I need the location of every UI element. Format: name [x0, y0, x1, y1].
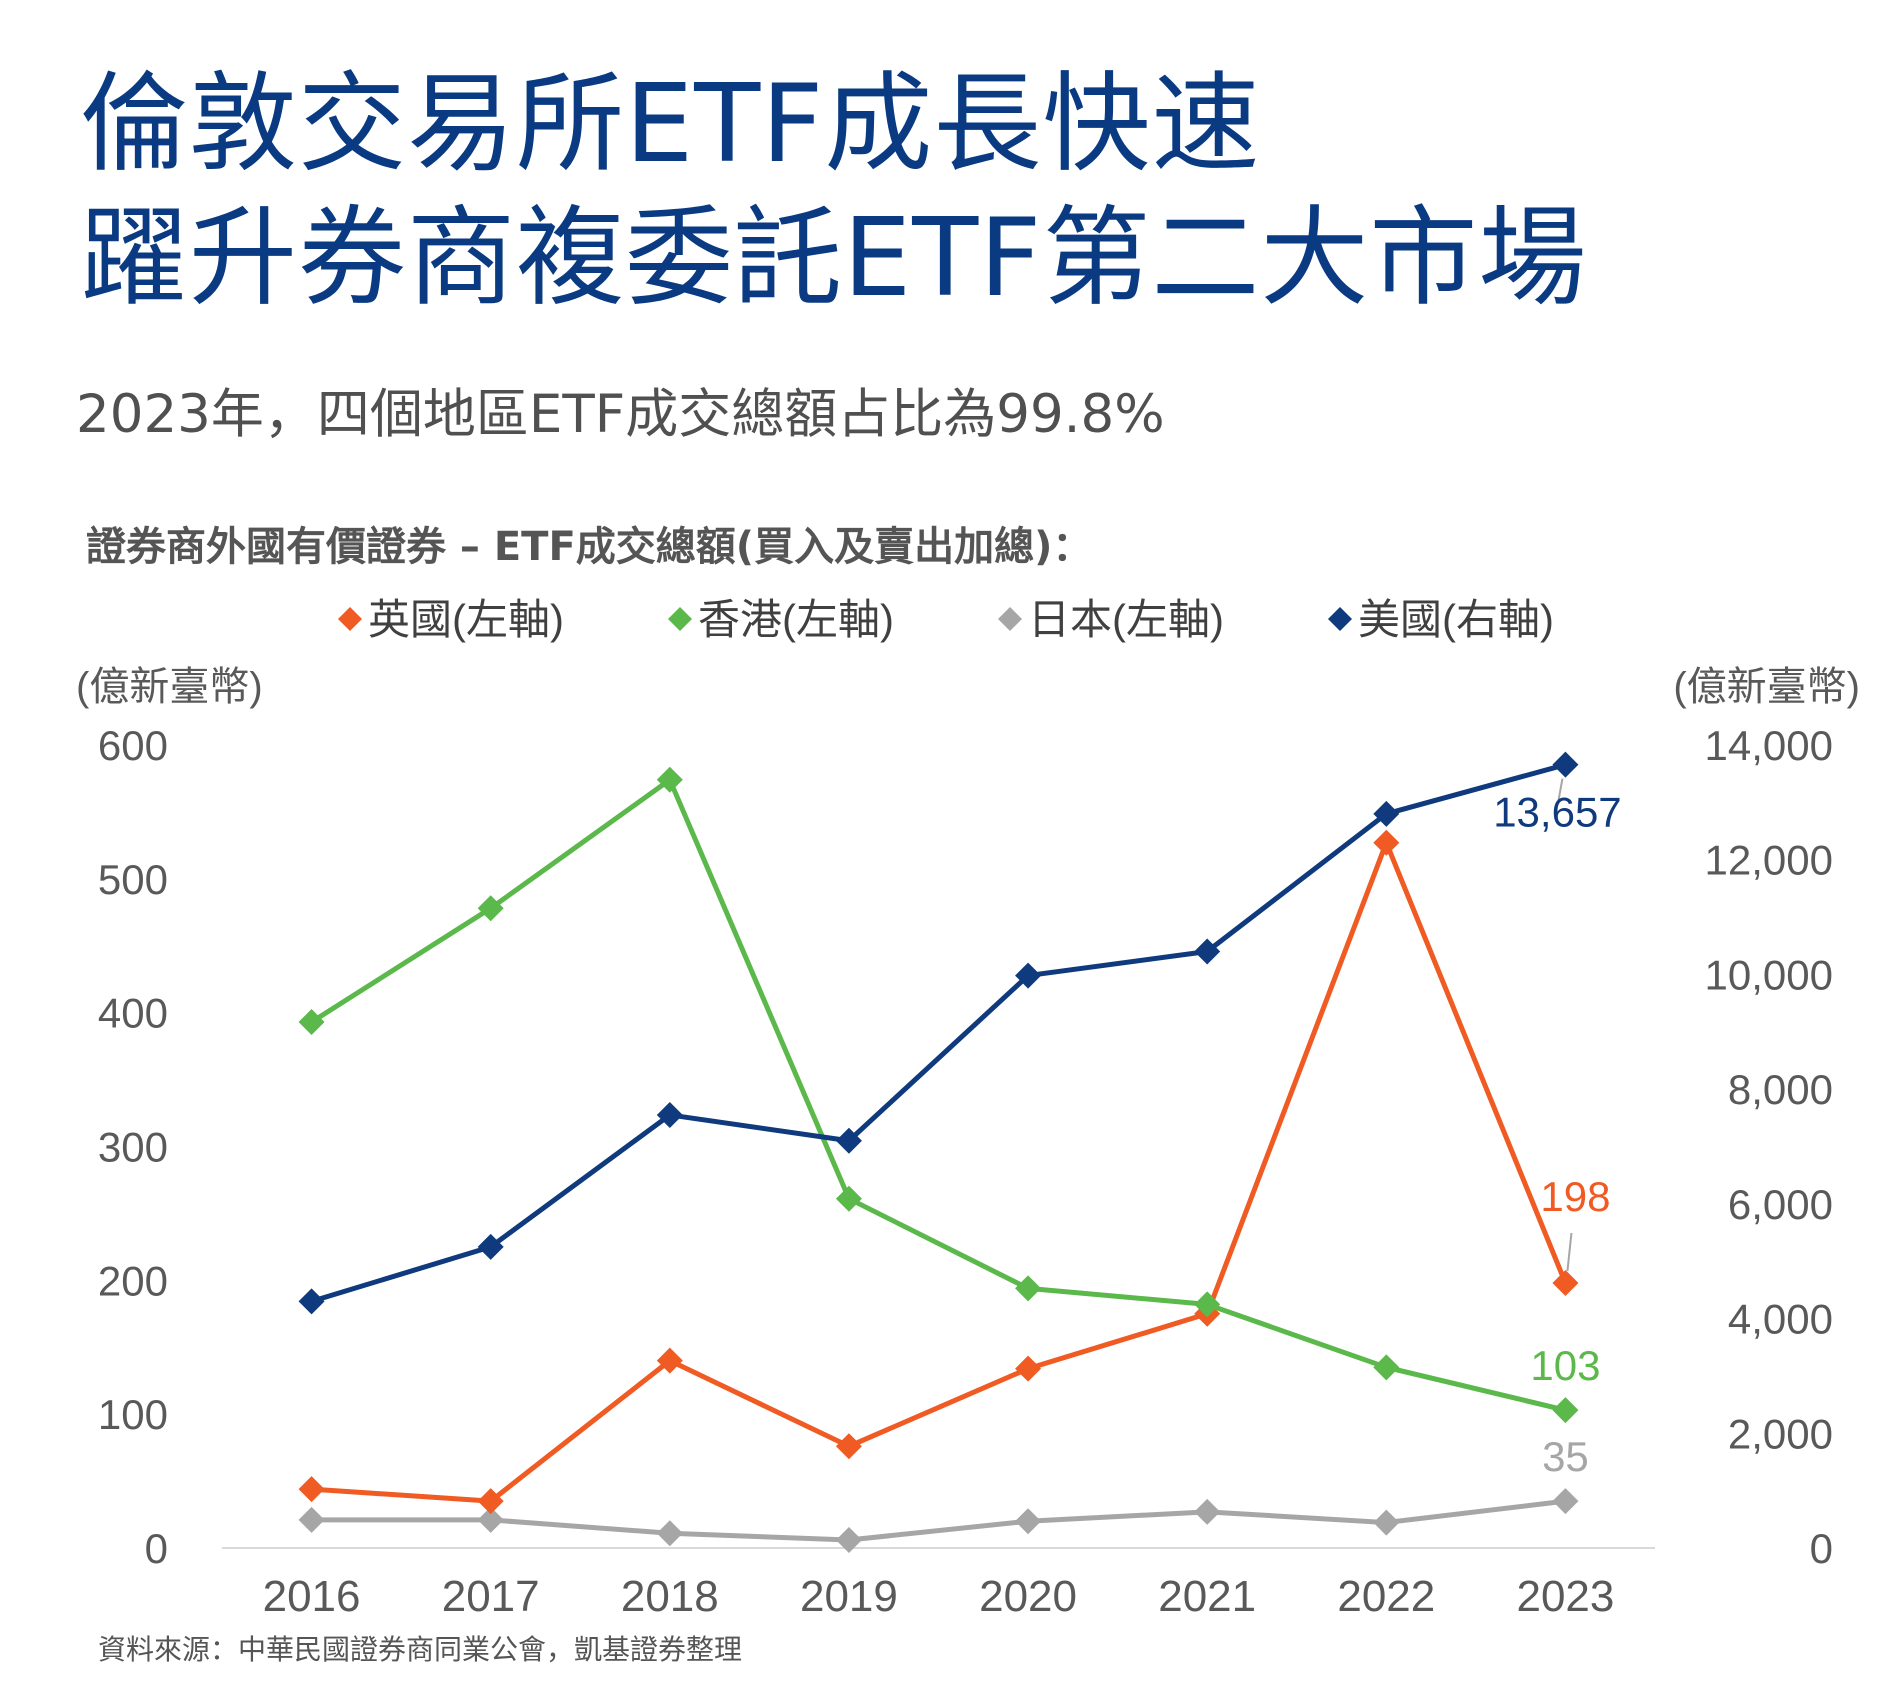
data-point-us: [835, 1127, 862, 1154]
x-tick-label: 2020: [979, 1572, 1077, 1621]
x-tick-label: 2018: [621, 1572, 719, 1621]
data-point-uk: [298, 1476, 325, 1503]
legend-marker-hk: [668, 607, 692, 631]
y-right-tick-label: 14,000: [1705, 722, 1833, 769]
y-left-tick-label: 200: [98, 1257, 168, 1304]
y-right-tick-label: 10,000: [1705, 951, 1833, 998]
x-tick-label: 2023: [1516, 1572, 1614, 1621]
y-left-tick-label: 600: [98, 722, 168, 769]
data-point-jp: [1194, 1498, 1221, 1525]
data-label-us: 13,657: [1493, 789, 1621, 836]
data-point-uk: [1015, 1355, 1042, 1382]
data-point-jp: [1373, 1509, 1400, 1536]
x-tick-label: 2019: [800, 1572, 898, 1621]
data-point-us: [656, 1101, 683, 1128]
label-leader-uk: [1566, 1232, 1573, 1272]
legend-marker-uk: [338, 607, 362, 631]
data-point-uk: [835, 1433, 862, 1460]
data-point-hk: [1194, 1291, 1221, 1318]
data-point-us: [1194, 938, 1221, 965]
legend-label-jp: 日本(左軸): [1028, 596, 1224, 643]
x-tick-label: 2017: [442, 1572, 540, 1621]
x-tick-label: 2022: [1337, 1572, 1435, 1621]
title-line-1: 倫敦交易所ETF成長快速: [80, 62, 1261, 187]
data-label-uk: 198: [1540, 1173, 1610, 1220]
source-note: 資料來源：中華民國證券商同業公會，凱基證券整理: [98, 1633, 743, 1666]
y-left-tick-label: 400: [98, 990, 168, 1037]
title-line-2: 躍升券商複委託ETF第二大市場: [80, 196, 1588, 321]
data-point-jp: [656, 1520, 683, 1547]
label-leader-us: [1557, 778, 1564, 801]
y-left-tick-label: 300: [98, 1124, 168, 1171]
data-point-hk: [298, 1009, 325, 1036]
data-point-jp: [298, 1506, 325, 1533]
series-line-uk: [311, 840, 1568, 1504]
data-point-hk: [835, 1185, 862, 1212]
data-point-hk: [1015, 1275, 1042, 1302]
y-right-tick-label: 6,000: [1728, 1181, 1833, 1228]
data-point-us: [298, 1288, 325, 1315]
legend-marker-jp: [998, 607, 1022, 631]
subtitle: 2023年，四個地區ETF成交總額占比為99.8%: [76, 384, 1165, 445]
data-point-jp: [835, 1526, 862, 1553]
series-line-jp: [311, 1498, 1566, 1543]
data-point-uk: [1552, 1270, 1579, 1297]
data-point-hk: [1552, 1397, 1579, 1424]
legend-marker-us: [1328, 607, 1352, 631]
data-point-us: [1015, 962, 1042, 989]
chart-heading: 證券商外國有價證券 – ETF成交總額(買入及賣出加總)：: [86, 524, 1093, 570]
data-point-uk: [477, 1488, 504, 1515]
y-right-tick-label: 2,000: [1728, 1410, 1833, 1457]
y-right-unit-label: (億新臺幣): [1673, 665, 1860, 709]
y-left-tick-label: 0: [145, 1525, 168, 1572]
legend-label-us: 美國(右軸): [1358, 596, 1554, 643]
y-right-tick-label: 4,000: [1728, 1296, 1833, 1343]
y-right-tick-label: 8,000: [1728, 1066, 1833, 1113]
data-point-hk: [656, 766, 683, 793]
data-point-us: [477, 1233, 504, 1260]
series-line-hk: [310, 777, 1567, 1413]
data-label-hk: 103: [1530, 1342, 1600, 1389]
data-point-jp: [1552, 1488, 1579, 1515]
y-left-tick-label: 500: [98, 856, 168, 903]
data-point-us: [1552, 751, 1579, 778]
x-tick-label: 2016: [263, 1572, 361, 1621]
series-line-us: [310, 762, 1567, 1304]
data-label-jp: 35: [1542, 1433, 1589, 1480]
data-point-jp: [477, 1506, 504, 1533]
data-point-uk: [656, 1347, 683, 1374]
y-left-unit-label: (億新臺幣): [76, 665, 263, 709]
data-point-us: [1373, 800, 1400, 827]
data-point-uk: [1373, 829, 1400, 856]
y-right-tick-label: 0: [1810, 1525, 1833, 1572]
legend-label-uk: 英國(左軸): [368, 596, 564, 643]
legend-label-hk: 香港(左軸): [698, 596, 894, 643]
page-title: 倫敦交易所ETF成長快速 躍升券商複委託ETF第二大市場: [80, 58, 1587, 326]
x-tick-label: 2021: [1158, 1572, 1256, 1621]
data-point-jp: [1015, 1508, 1042, 1535]
data-point-hk: [477, 895, 504, 922]
y-right-tick-label: 12,000: [1705, 837, 1833, 884]
data-point-hk: [1373, 1354, 1400, 1381]
y-left-tick-label: 100: [98, 1391, 168, 1438]
